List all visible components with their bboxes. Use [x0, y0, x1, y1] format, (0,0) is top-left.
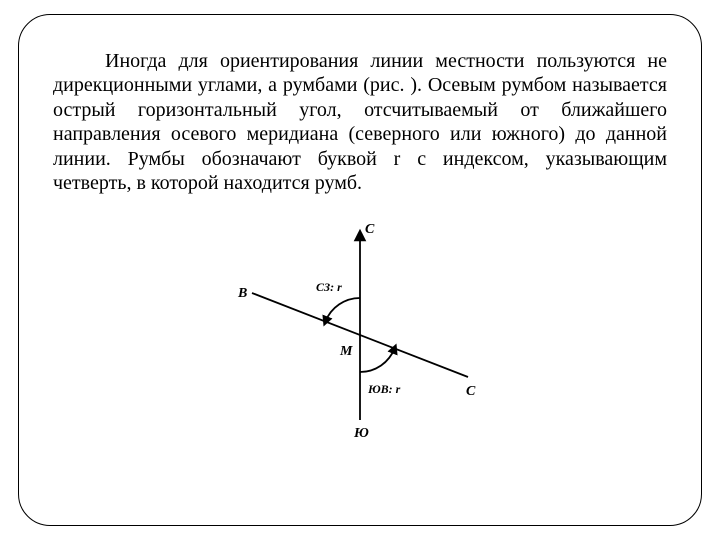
se-arc-label: ЮВ: r	[367, 382, 401, 396]
b-label: B	[237, 286, 247, 301]
north-label: C	[365, 222, 375, 237]
c-label: C	[466, 384, 476, 399]
diagram-container: C Ю B C M СЗ: r ЮВ: r	[53, 215, 667, 445]
m-label: M	[339, 344, 353, 359]
nw-arc-label: СЗ: r	[316, 280, 342, 294]
body-paragraph: Иногда для ориентирования линии местност…	[53, 49, 667, 195]
rumb-diagram: C Ю B C M СЗ: r ЮВ: r	[230, 215, 490, 445]
slide-frame: Иногда для ориентирования линии местност…	[18, 14, 702, 526]
south-label: Ю	[353, 426, 369, 441]
